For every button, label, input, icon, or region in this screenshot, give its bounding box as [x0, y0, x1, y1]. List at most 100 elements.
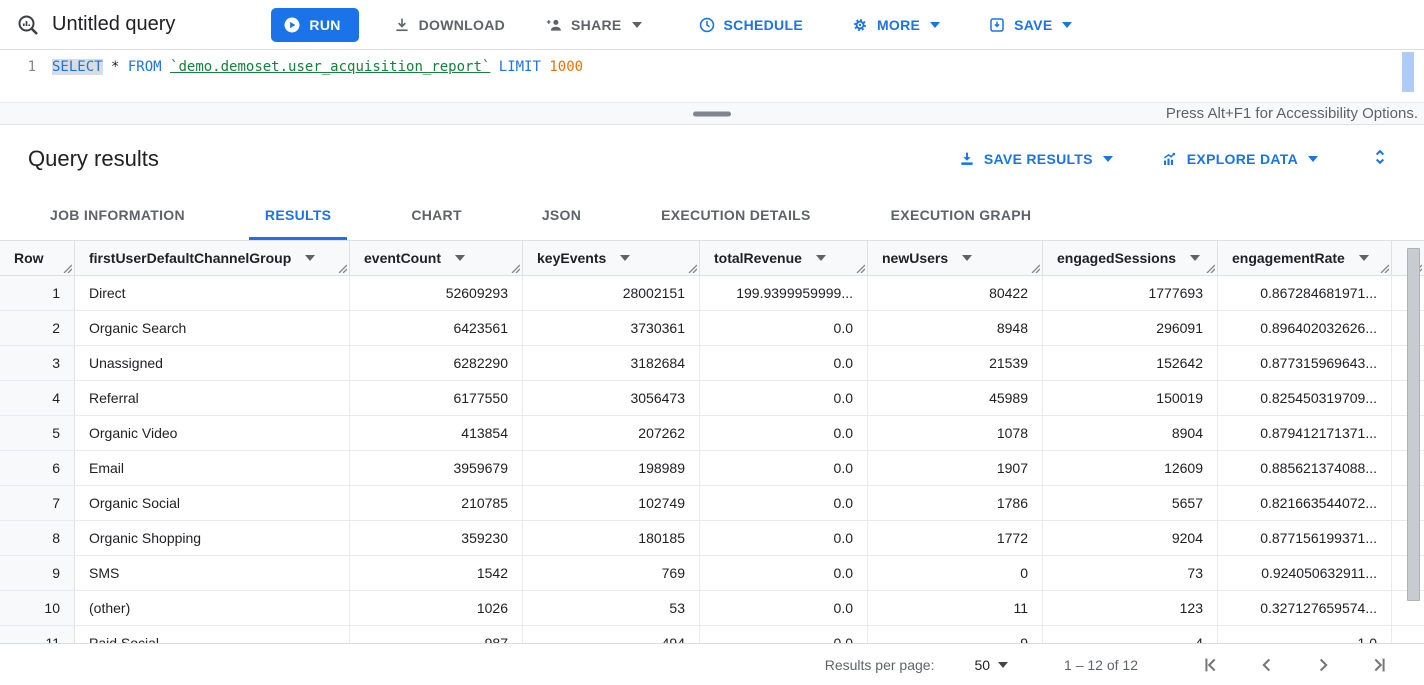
chevron-down-icon — [1308, 155, 1318, 162]
cell-totalRevenue: 0.0 — [700, 311, 868, 345]
cell-keyEvents: 3730361 — [523, 311, 700, 345]
column-resize-handle[interactable] — [856, 264, 865, 273]
cell-firstUserDefaultChannelGroup: Organic Video — [75, 416, 350, 450]
save-icon — [990, 17, 1004, 32]
cell-newUsers: 8948 — [868, 311, 1043, 345]
cell-newUsers: 1772 — [868, 521, 1043, 555]
cell-engagedSessions: 123 — [1043, 591, 1218, 625]
cell-engagedSessions: 296091 — [1043, 311, 1218, 345]
save-button[interactable]: SAVE — [988, 16, 1073, 34]
column-menu-icon[interactable] — [455, 255, 465, 261]
tab-job-information[interactable]: JOB INFORMATION — [50, 206, 185, 223]
cell-keyEvents: 198989 — [523, 451, 700, 485]
table-row: 9 SMS 1542 769 0.0 0 73 0.924050632911... — [0, 556, 1424, 591]
cell-totalRevenue: 0.0 — [700, 346, 868, 380]
cell-engagedSessions: 12609 — [1043, 451, 1218, 485]
tab-json[interactable]: JSON — [541, 206, 582, 223]
explore-chart-icon — [1163, 152, 1175, 165]
cell-eventCount: 359230 — [350, 521, 523, 555]
expand-panel-button[interactable] — [1370, 147, 1390, 170]
download-icon — [396, 18, 408, 31]
column-resize-handle[interactable] — [511, 264, 520, 273]
person-add-icon — [546, 19, 561, 31]
save-results-button[interactable]: SAVE RESULTS — [958, 150, 1113, 168]
column-resize-handle[interactable] — [338, 264, 347, 273]
first-page-icon — [1205, 658, 1216, 671]
column-menu-icon[interactable] — [1358, 255, 1369, 261]
sql-token-table[interactable]: `demo.demoset.user_acquisition_report` — [170, 59, 491, 75]
sql-token-keyword: LIMIT — [498, 59, 541, 75]
chevron-down-icon — [1062, 21, 1073, 28]
column-menu-icon[interactable] — [620, 255, 631, 261]
table-scrollbar-thumb[interactable] — [1407, 248, 1420, 601]
tab-chart[interactable]: CHART — [411, 206, 462, 223]
cell-keyEvents: 102749 — [523, 486, 700, 520]
cell-keyEvents: 180185 — [523, 521, 700, 555]
share-button[interactable]: SHARE — [545, 16, 642, 34]
sql-editor[interactable]: 1 SELECT * FROM `demo.demoset.user_acqui… — [0, 50, 1424, 102]
cell-newUsers: 1078 — [868, 416, 1043, 450]
column-resize-handle[interactable] — [1380, 264, 1389, 273]
column-resize-handle[interactable] — [1031, 264, 1040, 273]
previous-page-button[interactable] — [1252, 650, 1282, 680]
cell-totalRevenue: 0.0 — [700, 486, 868, 520]
chevron-left-icon — [1262, 658, 1271, 671]
column-menu-icon[interactable] — [305, 255, 316, 261]
column-menu-icon[interactable] — [815, 255, 826, 261]
schedule-button[interactable]: SCHEDULE — [698, 16, 803, 34]
tab-results[interactable]: RESULTS — [248, 192, 348, 240]
table-row: 7 Organic Social 210785 102749 0.0 1786 5657 0.… — [0, 486, 1424, 521]
table-row: 5 Organic Video 413854 207262 0.0 1078 8904 0.8… — [0, 416, 1424, 451]
cell-totalRevenue: 0.0 — [700, 521, 868, 555]
row-number-cell: 8 — [0, 521, 75, 555]
column-header-engagedSessions[interactable]: engagedSessions — [1043, 241, 1218, 275]
column-header-newUsers[interactable]: newUsers — [868, 241, 1043, 275]
editor-scrollbar-thumb[interactable] — [1402, 52, 1414, 92]
unfold-icon — [1375, 149, 1385, 165]
cell-engagedSessions: 4 — [1043, 626, 1218, 643]
more-button[interactable]: MORE — [851, 16, 941, 34]
table-row: 2 Organic Search 6423561 3730361 0.0 8948 2960… — [0, 311, 1424, 346]
column-header-totalRevenue[interactable]: totalRevenue — [700, 241, 868, 275]
column-header-eventCount[interactable]: eventCount — [350, 241, 523, 275]
sql-token-plain — [162, 59, 170, 75]
editor-status-bar: Press Alt+F1 for Accessibility Options. — [0, 102, 1424, 125]
cell-engagedSessions: 1777693 — [1043, 276, 1218, 310]
column-menu-icon[interactable] — [1190, 255, 1201, 261]
next-page-button[interactable] — [1308, 650, 1338, 680]
tab-execution-graph[interactable]: EXECUTION GRAPH — [890, 206, 1032, 223]
cell-newUsers: 1786 — [868, 486, 1043, 520]
query-title[interactable]: Untitled query — [52, 13, 176, 35]
chevron-down-icon — [631, 21, 642, 28]
row-number-cell: 11 — [0, 626, 75, 643]
tab-execution-details[interactable]: EXECUTION DETAILS — [661, 206, 811, 223]
column-menu-icon[interactable] — [962, 255, 973, 261]
splitter-drag-handle[interactable] — [693, 111, 731, 116]
last-page-button[interactable] — [1364, 650, 1394, 680]
cell-eventCount: 52609293 — [350, 276, 523, 310]
table-row: 11 Paid Social 987 494 0.0 9 4 1.0 — [0, 626, 1424, 643]
column-resize-handle[interactable] — [1206, 264, 1215, 273]
download-button[interactable]: DOWNLOAD — [393, 16, 505, 34]
column-header-firstUserDefaultChannelGroup[interactable]: firstUserDefaultChannelGroup — [75, 241, 350, 275]
column-resize-handle[interactable] — [63, 264, 72, 273]
cell-newUsers: 80422 — [868, 276, 1043, 310]
cell-engagedSessions: 150019 — [1043, 381, 1218, 415]
sql-token-keyword: FROM — [127, 59, 162, 75]
column-header-engagementRate[interactable]: engagementRate — [1218, 241, 1392, 275]
cell-newUsers: 45989 — [868, 381, 1043, 415]
results-per-page-label: Results per page: — [824, 656, 935, 673]
chevron-down-icon — [930, 21, 941, 28]
cell-engagementRate: 0.877315969643... — [1218, 346, 1392, 380]
first-page-button[interactable] — [1196, 650, 1226, 680]
clock-icon — [699, 17, 714, 32]
column-resize-handle[interactable] — [688, 264, 697, 273]
column-header-keyEvents[interactable]: keyEvents — [523, 241, 700, 275]
page-size-select[interactable]: 50 — [974, 657, 1009, 673]
sql-line[interactable]: SELECT * FROM `demo.demoset.user_acquisi… — [52, 56, 583, 78]
cell-firstUserDefaultChannelGroup: Unassigned — [75, 346, 350, 380]
chevron-down-icon — [998, 661, 1009, 668]
explore-data-button[interactable]: EXPLORE DATA — [1161, 150, 1318, 168]
play-circle-icon — [284, 17, 300, 32]
run-button[interactable]: RUN — [271, 7, 359, 42]
